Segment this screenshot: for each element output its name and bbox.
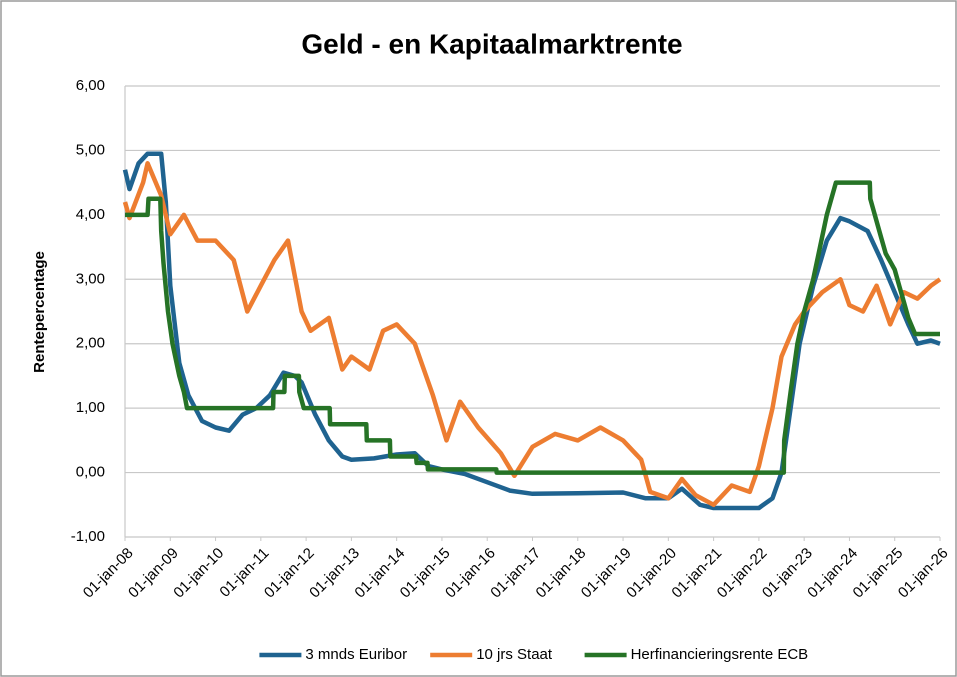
data-line — [125, 180, 940, 475]
legend-label: 10 jrs Staat — [476, 646, 553, 663]
data-line — [122, 161, 942, 508]
data-line — [122, 151, 941, 511]
y-tick-label: -1,00 — [71, 528, 105, 545]
legend-label: Herfinancieringsrente ECB — [631, 646, 809, 663]
y-tick-label: 0,00 — [76, 464, 105, 481]
y-tick-label: 6,00 — [76, 77, 105, 94]
y-tick-label: 2,00 — [76, 335, 105, 352]
y-tick-label: 4,00 — [76, 206, 105, 223]
y-tick-label: 5,00 — [76, 141, 105, 158]
legend-label: 3 mnds Euribor — [305, 646, 407, 663]
chart-title: Geld - en Kapitaalmarktrente — [301, 28, 682, 59]
y-axis-label: Rentepercentage — [31, 251, 48, 373]
y-tick-label: 1,00 — [76, 399, 105, 416]
y-tick-label: 3,00 — [76, 270, 105, 287]
